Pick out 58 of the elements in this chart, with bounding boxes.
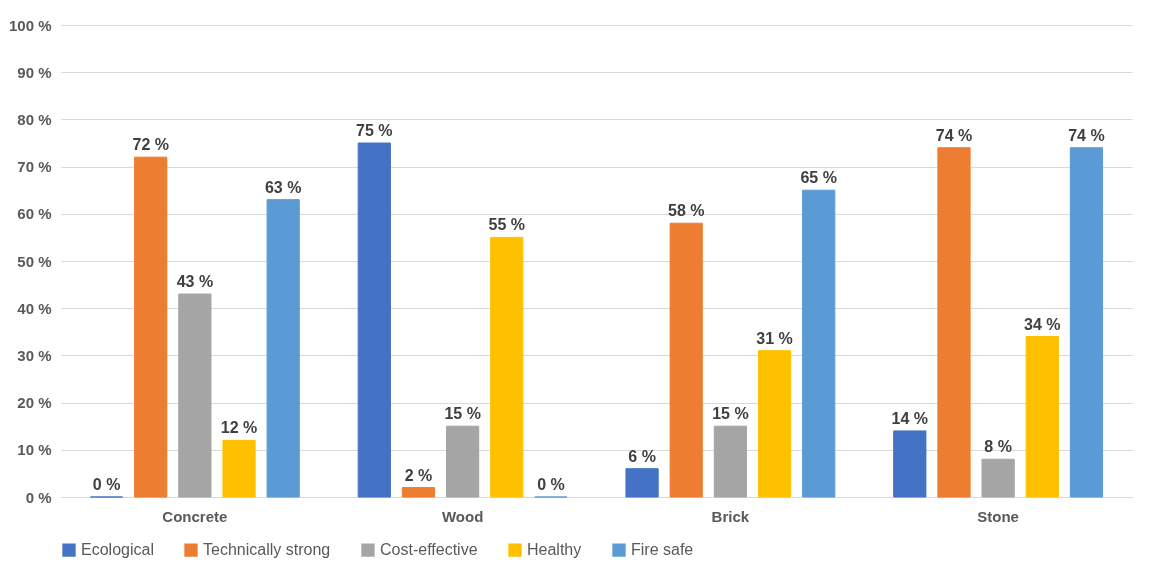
x-tick-label: Concrete xyxy=(162,507,228,525)
y-tick-label: 50 % xyxy=(17,252,52,270)
data-label: 74 % xyxy=(935,126,973,144)
y-tick-label: 0 % xyxy=(25,488,52,506)
data-label: 75 % xyxy=(356,122,393,139)
bar xyxy=(178,293,212,498)
y-tick-label: 80 % xyxy=(17,110,52,128)
bar xyxy=(669,222,703,498)
bar xyxy=(446,425,480,498)
data-label: 58 % xyxy=(667,202,705,220)
data-label: 0 % xyxy=(537,476,565,493)
bar xyxy=(134,156,168,498)
legend-label: Healthy xyxy=(527,541,582,559)
y-tick-label: 40 % xyxy=(17,299,52,317)
y-tick-label: 30 % xyxy=(17,346,52,364)
bar xyxy=(757,350,792,498)
x-tick-label: Wood xyxy=(441,507,484,525)
data-label: 34 % xyxy=(1024,315,1061,333)
data-label: 0 % xyxy=(92,476,121,493)
data-label: 63 % xyxy=(264,178,302,196)
x-tick-label: Brick xyxy=(711,507,750,525)
data-label: 14 % xyxy=(891,409,929,427)
bar xyxy=(713,425,747,498)
data-label: 6 % xyxy=(628,447,656,465)
data-label: 8 % xyxy=(984,438,1012,456)
y-tick-label: 70 % xyxy=(17,158,52,176)
bar xyxy=(802,189,836,498)
legend-label: Technically strong xyxy=(203,541,331,559)
bar xyxy=(893,430,927,498)
legend-label: Ecological xyxy=(81,541,154,559)
x-tick-label: Stone xyxy=(977,507,1019,525)
data-label: 15 % xyxy=(712,405,749,423)
data-label: 43 % xyxy=(176,273,214,291)
bar xyxy=(981,458,1015,498)
y-tick-label: 60 % xyxy=(17,205,52,223)
bar xyxy=(266,199,300,498)
data-label: 65 % xyxy=(800,169,837,187)
legend-label: Cost-effective xyxy=(380,541,478,559)
data-label: 74 % xyxy=(1068,126,1105,144)
data-label: 72 % xyxy=(132,136,169,154)
bar xyxy=(1025,336,1059,498)
y-tick-label: 90 % xyxy=(17,63,52,81)
data-label: 31 % xyxy=(756,329,793,347)
bar xyxy=(401,487,436,498)
y-tick-label: 100 % xyxy=(8,16,52,34)
y-tick-label: 20 % xyxy=(17,394,52,412)
legend-label: Fire safe xyxy=(631,541,694,559)
bar xyxy=(490,236,524,498)
data-label: 2 % xyxy=(404,466,433,484)
bar xyxy=(357,142,391,498)
data-label: 55 % xyxy=(488,216,526,234)
data-label: 15 % xyxy=(444,405,481,423)
y-tick-label: 10 % xyxy=(17,441,52,459)
bar xyxy=(1069,147,1104,498)
bar xyxy=(222,439,256,498)
bar xyxy=(625,468,659,498)
data-label: 12 % xyxy=(220,419,258,437)
bar xyxy=(937,147,971,498)
